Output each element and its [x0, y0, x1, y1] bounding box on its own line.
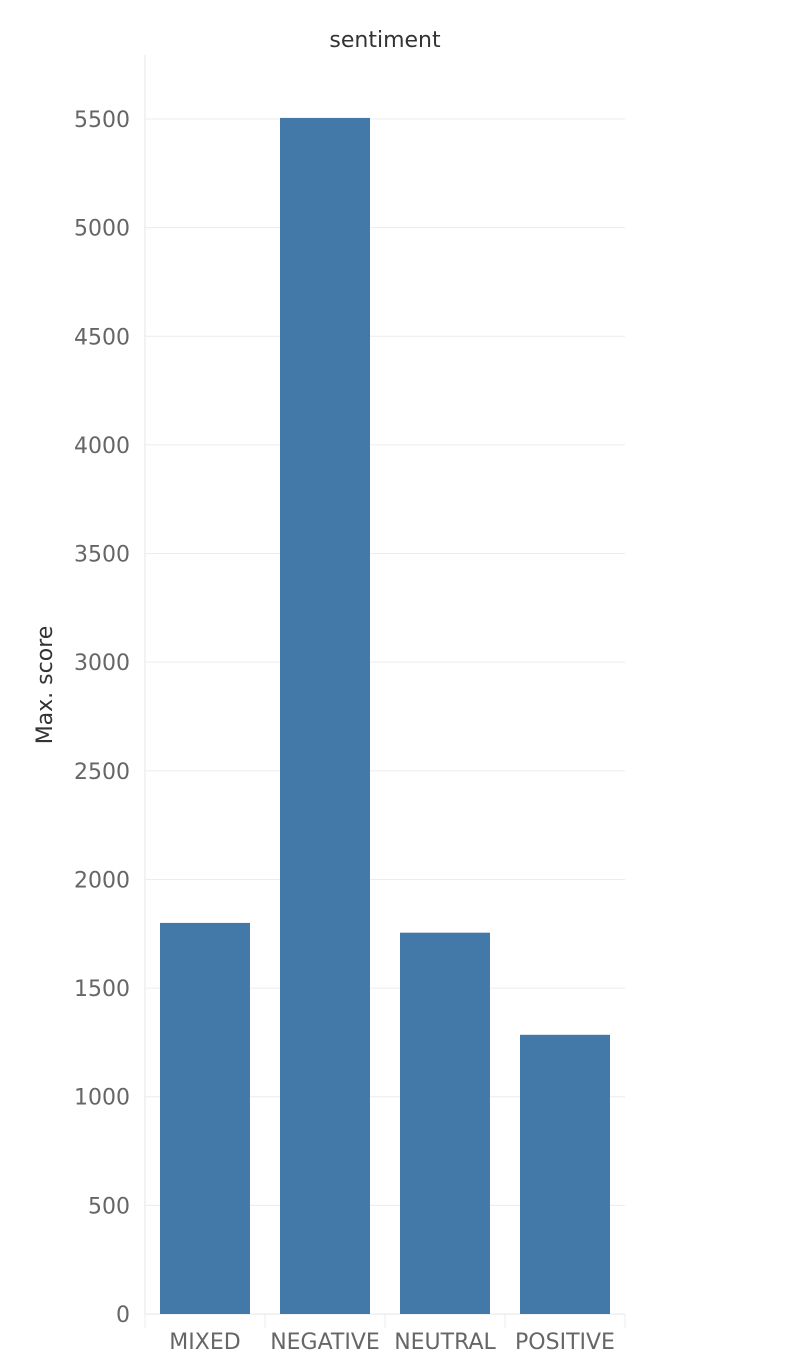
category-dividers — [144, 1314, 626, 1328]
x-axis-ticks: MIXED NEGATIVE NEUTRAL POSITIVE — [169, 1330, 615, 1355]
y-tick-label: 1500 — [74, 977, 130, 1002]
bar-neutral — [400, 932, 490, 1314]
x-tick-label-neutral: NEUTRAL — [394, 1330, 496, 1355]
x-tick-label-negative: NEGATIVE — [270, 1330, 380, 1355]
x-tick-label-mixed: MIXED — [169, 1330, 240, 1355]
y-tick-label: 500 — [88, 1194, 130, 1219]
bar-negative — [280, 117, 370, 1315]
y-tick-label: 0 — [116, 1303, 130, 1328]
y-axis-label: Max. score — [33, 626, 58, 745]
y-axis-ticks: 0 500 1000 1500 2000 2500 3000 3500 4000 4500 5000… — [74, 108, 130, 1328]
bar-positive — [520, 1034, 610, 1314]
y-tick-label: 5000 — [74, 217, 130, 242]
chart-title: sentiment — [329, 28, 441, 53]
y-tick-label: 3000 — [74, 651, 130, 676]
y-tick-label: 4000 — [74, 434, 130, 459]
y-tick-label: 5500 — [74, 108, 130, 133]
y-tick-label: 3500 — [74, 543, 130, 568]
x-tick-label-positive: POSITIVE — [515, 1330, 615, 1355]
y-tick-label: 2500 — [74, 760, 130, 785]
bar-mixed — [160, 922, 250, 1314]
y-tick-label: 2000 — [74, 868, 130, 893]
y-tick-label: 1000 — [74, 1086, 130, 1111]
bars — [160, 117, 610, 1315]
y-tick-label: 4500 — [74, 325, 130, 350]
